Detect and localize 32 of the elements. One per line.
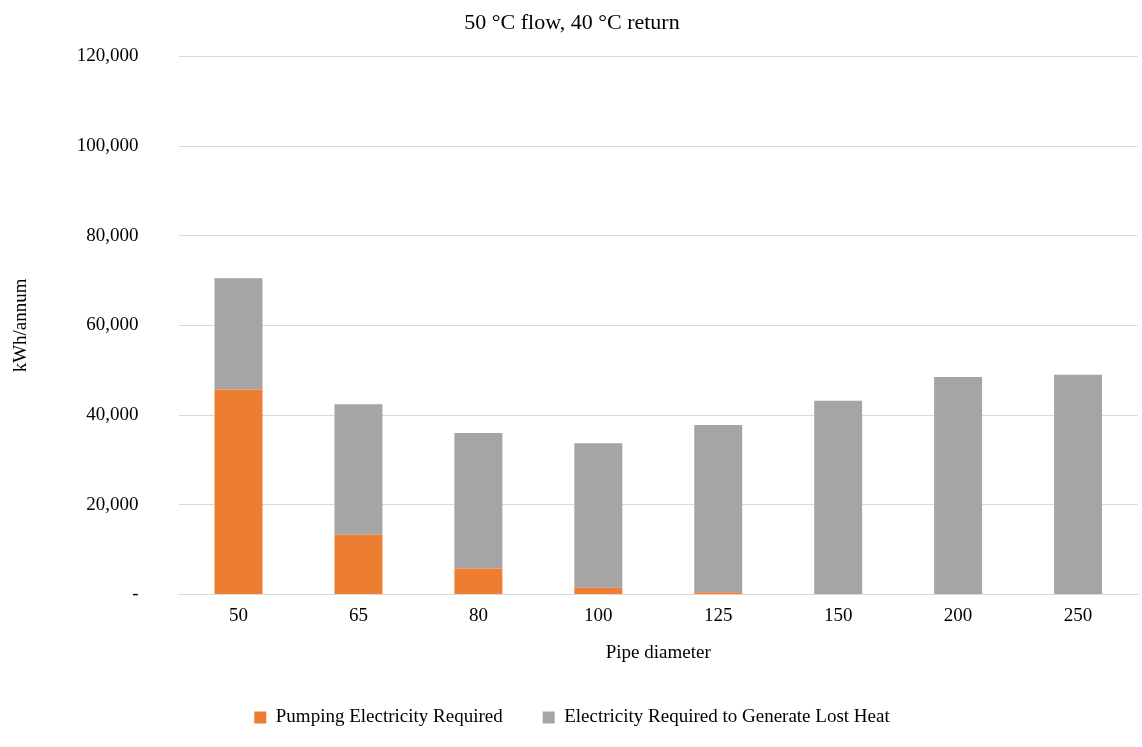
y-tick-label: 20,000 xyxy=(86,492,139,514)
y-tick-label: 80,000 xyxy=(86,223,139,245)
bar xyxy=(454,568,503,594)
chart-title: 50 °C flow, 40 °C return xyxy=(464,8,680,34)
bar xyxy=(694,424,743,593)
y-tick-label: 100,000 xyxy=(76,134,139,156)
x-axis-title: Pipe diameter xyxy=(605,640,712,662)
x-tick-label: 125 xyxy=(703,603,733,625)
bar xyxy=(334,404,383,535)
bar xyxy=(574,587,623,594)
legend-label: Electricity Required to Generate Lost Heat xyxy=(564,705,891,727)
x-tick-label: 150 xyxy=(823,603,853,625)
y-tick-label: 60,000 xyxy=(86,313,139,335)
bar xyxy=(214,278,263,390)
y-tick-label: 40,000 xyxy=(86,403,139,425)
y-tick-label: - xyxy=(132,582,139,604)
bar xyxy=(334,534,383,594)
bar xyxy=(214,389,263,594)
x-tick-label: 200 xyxy=(943,603,973,625)
bar xyxy=(454,433,503,569)
x-tick-label: 65 xyxy=(348,603,368,625)
x-tick-label: 250 xyxy=(1063,603,1093,625)
bar xyxy=(574,443,623,588)
y-tick-label: 120,000 xyxy=(76,44,139,66)
bar xyxy=(934,376,983,594)
bar xyxy=(814,400,863,594)
x-tick-label: 50 xyxy=(229,603,249,625)
bar xyxy=(1054,374,1103,594)
legend-label: Pumping Electricity Required xyxy=(275,705,504,727)
x-tick-label: 80 xyxy=(468,603,488,625)
x-tick-label: 100 xyxy=(584,603,613,625)
y-axis-title: kWh/annum xyxy=(9,278,31,373)
